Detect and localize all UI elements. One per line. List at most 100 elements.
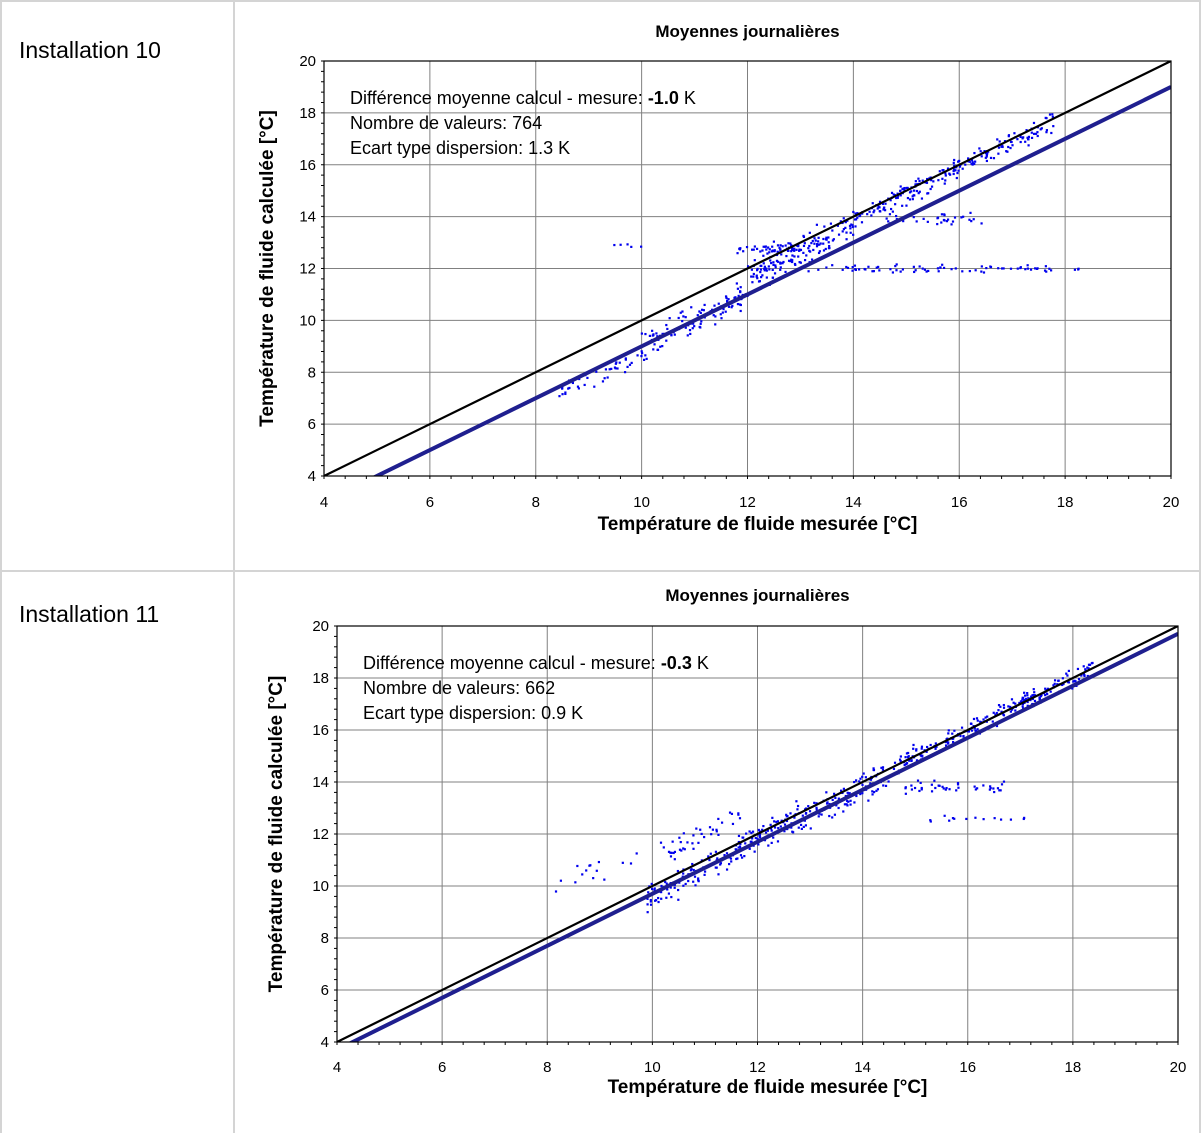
- data-point: [998, 140, 1001, 143]
- data-point: [982, 818, 985, 821]
- data-point: [1000, 783, 1004, 786]
- data-point: [961, 167, 964, 170]
- data-point: [833, 792, 836, 795]
- data-point: [1039, 128, 1042, 131]
- data-point: [731, 822, 735, 826]
- data-point: [938, 784, 941, 787]
- data-point: [1067, 681, 1071, 684]
- data-point: [912, 747, 915, 750]
- data-point: [930, 179, 933, 182]
- data-point: [815, 802, 818, 805]
- data-point: [692, 868, 695, 872]
- data-point: [1030, 131, 1033, 134]
- data-point: [825, 791, 828, 794]
- data-point: [812, 248, 815, 252]
- data-point: [781, 245, 784, 248]
- data-point: [686, 334, 689, 337]
- data-point: [735, 848, 738, 851]
- data-point: [997, 152, 1000, 155]
- data-point: [799, 248, 803, 252]
- data-point: [708, 826, 712, 829]
- data-point: [1026, 700, 1029, 704]
- data-point: [764, 245, 767, 248]
- data-point: [964, 163, 967, 166]
- data-point: [646, 911, 649, 914]
- x-tick-label: 8: [532, 494, 540, 511]
- data-point: [889, 199, 892, 202]
- y-tick-label: 4: [321, 1034, 329, 1051]
- data-point: [817, 815, 820, 818]
- data-point: [640, 355, 643, 358]
- data-point: [784, 270, 787, 274]
- plot-border: [336, 625, 1179, 1043]
- data-point: [647, 891, 650, 894]
- data-point: [978, 147, 981, 150]
- identity-line: [337, 626, 1178, 1042]
- data-point: [929, 187, 932, 191]
- data-point: [918, 265, 921, 268]
- data-point: [789, 812, 792, 815]
- data-point: [846, 804, 849, 807]
- data-point: [1072, 680, 1075, 683]
- data-point: [881, 768, 885, 771]
- y-axis-label: Température de fluide calculée [°C]: [257, 110, 278, 427]
- data-point: [915, 748, 918, 751]
- data-point: [941, 177, 944, 180]
- data-point: [942, 787, 945, 790]
- data-point: [777, 827, 780, 830]
- data-point: [980, 265, 983, 268]
- data-point: [856, 216, 859, 219]
- data-point: [628, 363, 632, 366]
- x-tick-label: 16: [951, 494, 968, 511]
- data-point: [840, 789, 843, 792]
- data-point: [756, 837, 759, 841]
- data-point: [749, 840, 752, 843]
- data-point: [802, 251, 805, 254]
- data-point: [613, 366, 617, 369]
- data-point: [686, 841, 689, 844]
- data-point: [1000, 267, 1004, 270]
- data-point: [792, 831, 795, 834]
- data-point: [1024, 140, 1027, 143]
- data-point: [669, 855, 673, 858]
- data-point: [1044, 116, 1047, 120]
- data-point: [613, 243, 616, 247]
- y-tick-label: 14: [312, 774, 329, 791]
- data-point: [660, 884, 663, 888]
- data-point: [796, 808, 799, 811]
- data-point: [910, 190, 913, 193]
- data-point: [908, 759, 911, 762]
- data-point: [943, 814, 946, 817]
- data-point: [1019, 700, 1023, 703]
- data-point: [844, 226, 847, 229]
- data-point: [765, 248, 768, 251]
- data-point: [1007, 705, 1010, 708]
- data-point: [999, 705, 1002, 708]
- mean-offset-line: [348, 632, 1178, 1042]
- data-point: [1086, 666, 1089, 669]
- data-point: [738, 817, 742, 820]
- data-point: [610, 367, 613, 370]
- data-point: [719, 862, 723, 865]
- data-point: [939, 266, 942, 269]
- data-point: [1034, 132, 1038, 135]
- data-point: [846, 266, 850, 270]
- data-point: [881, 202, 885, 205]
- data-point: [692, 847, 695, 850]
- data-point: [974, 269, 977, 272]
- data-point: [740, 856, 744, 859]
- data-point: [1062, 682, 1065, 686]
- data-point: [805, 254, 808, 257]
- data-point: [803, 258, 807, 262]
- data-point: [615, 361, 618, 364]
- data-point: [742, 250, 745, 253]
- data-point: [758, 280, 761, 283]
- data-point: [780, 253, 783, 256]
- identity-line: [324, 61, 1171, 476]
- data-point: [746, 265, 750, 268]
- data-point: [895, 263, 898, 266]
- data-point: [668, 317, 671, 320]
- data-point: [916, 779, 920, 782]
- data-point: [925, 745, 929, 749]
- data-point: [919, 781, 922, 785]
